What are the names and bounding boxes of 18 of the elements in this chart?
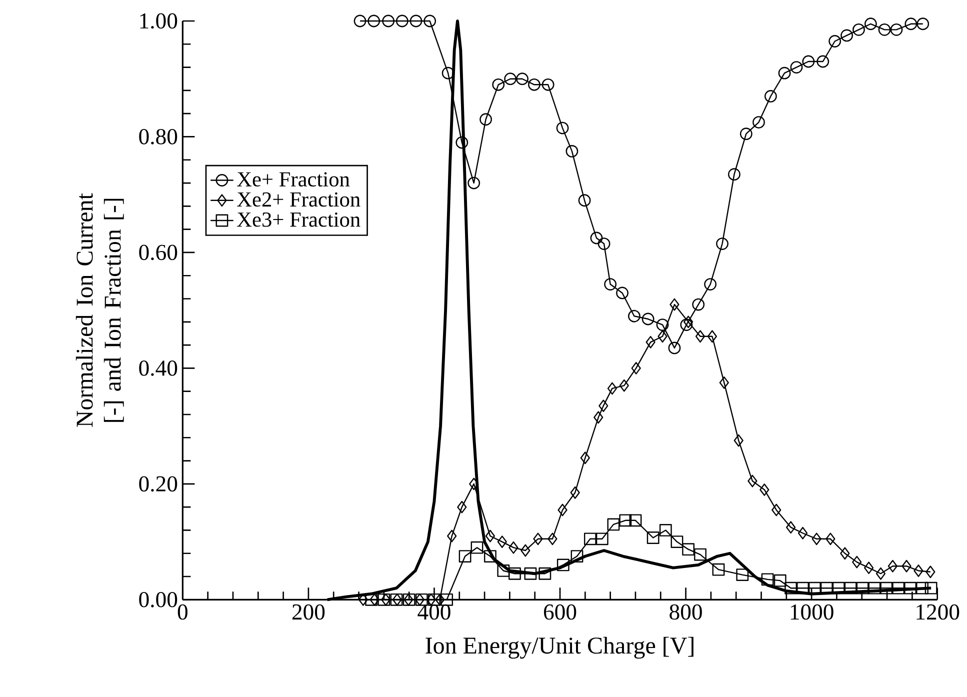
y-tick-label: 0.80 [139,129,178,144]
y-tick-label: 0.60 [139,244,178,260]
legend-label: Xe+ Fraction [237,172,350,187]
x-tick-label: 800 [670,604,702,620]
x-tick-label: 0 [178,604,188,620]
x-tick-label: 1000 [790,604,834,620]
y-tick-label: 1.00 [140,13,178,29]
x-tick-label: 400 [418,604,450,620]
y-tick-label: 0.00 [139,592,178,608]
x-tick-label: 600 [544,604,576,620]
x-axis-title: Ion Energy/Unit Charge [V] [426,636,694,659]
legend-label: Xe3+ Fraction [237,212,360,227]
y-axis-title: Normalized Ion Current [-] and Ion Fraction [-] [76,193,124,427]
x-tick-label: 1200 [916,604,960,620]
x-tick-label: 200 [292,604,325,620]
legend-label: Xe2+ Fraction [237,192,360,207]
y-tick-label: 0.20 [139,476,178,492]
y-tick-label: 0.40 [139,360,178,376]
